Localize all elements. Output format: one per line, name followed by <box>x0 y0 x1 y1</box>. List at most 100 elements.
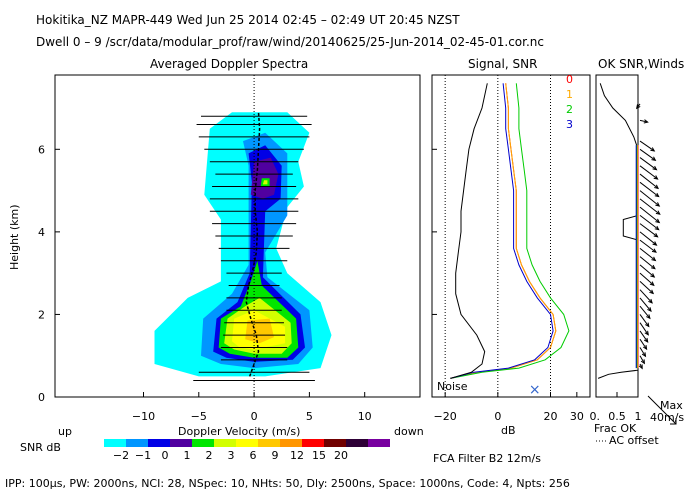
colorbar-tick-2: 0 <box>162 449 169 462</box>
ac-offset-legend: AC offset <box>609 434 659 447</box>
snr-tick-label-3: 30 <box>570 410 584 423</box>
filter-label: FCA Filter B2 12m/s <box>433 452 541 465</box>
wind-arrowhead-19 <box>655 218 661 224</box>
wind-arrow-21 <box>639 190 660 207</box>
snr-series-3 <box>450 83 554 379</box>
wind-arrowhead-20 <box>655 210 661 215</box>
colorbar-swatch-12 <box>368 439 390 447</box>
colorbar-swatch-6 <box>236 439 258 447</box>
snr-series-signal <box>450 83 488 379</box>
wind-arrowhead-14 <box>651 256 657 262</box>
frac-ok-legend: Frac OK <box>594 422 637 435</box>
colorbar-label: SNR dB <box>20 441 61 454</box>
snr-series-1 <box>450 83 557 379</box>
wind-arrowhead-8 <box>647 307 652 313</box>
wind-arrow-3 <box>639 338 648 350</box>
header-dwell-path: Dwell 0 – 9 /scr/data/modular_prof/raw/w… <box>36 35 544 49</box>
x-tick-label--5: −5 <box>191 410 207 423</box>
wind-arrow-22 <box>639 181 660 198</box>
colorbar-tick-9: 15 <box>312 449 326 462</box>
wind-arrow-24 <box>639 165 658 180</box>
x-tick-label--10: −10 <box>132 410 155 423</box>
wind-arrow-4 <box>639 330 649 343</box>
velocity-axis-label: Doppler Velocity (m/s) <box>178 425 301 438</box>
wind-arrowhead-22 <box>654 192 660 198</box>
wind-arrowhead-13 <box>650 264 656 270</box>
frac-ok-line <box>597 83 639 379</box>
noise-label: Noise <box>437 380 468 393</box>
wind-arrow-8 <box>639 297 652 312</box>
frac-tick-label-0: 0.5 <box>608 410 626 423</box>
colorbar-swatch-7 <box>258 439 280 447</box>
snr-series-0 <box>450 83 557 379</box>
wind-arrowhead-3 <box>642 345 648 351</box>
wind-arrow-1 <box>639 355 645 364</box>
snr-colorbar: −2 −1 0 1 2 3 6 9 12 15 20 <box>104 439 390 462</box>
header-station-time: Hokitika_NZ MAPR-449 Wed Jun 25 2014 02:… <box>36 13 460 27</box>
snr-tick-label-2: 20 <box>544 410 558 423</box>
wind-arrowhead-10 <box>649 289 655 295</box>
down-label: down <box>394 425 424 438</box>
colorbar-swatch-1 <box>126 439 148 447</box>
wind-arrowhead-9 <box>648 298 653 304</box>
colorbar-swatch-9 <box>302 439 324 447</box>
colorbar-tick-10: 20 <box>334 449 348 462</box>
wind-arrowhead-23 <box>654 184 659 190</box>
wind-arrowhead-1 <box>640 359 645 365</box>
wind-scale-value: 40m/s <box>650 411 685 424</box>
wind-arrow-18 <box>639 214 660 231</box>
colorbar-swatch-5 <box>214 439 236 447</box>
wind-arrow-16 <box>639 231 657 246</box>
colorbar-swatch-4 <box>192 439 214 447</box>
wind-arrow-19 <box>639 206 660 223</box>
wind-arrow-26 <box>639 148 656 161</box>
wind-arrowhead-4 <box>643 337 649 343</box>
colorbar-tick-3: 1 <box>184 449 191 462</box>
snr-title: Signal, SNR <box>468 57 538 71</box>
wind-arrowhead-11 <box>649 281 655 287</box>
wind-arrowhead-29 <box>635 104 641 110</box>
wind-arrow-10 <box>639 281 654 294</box>
colorbar-tick-6: 6 <box>250 449 257 462</box>
wind-arrow-5 <box>639 322 649 336</box>
y-tick-label-2: 2 <box>38 308 45 321</box>
snr-contour-9 <box>262 180 268 185</box>
colorbar-tick-7: 9 <box>272 449 279 462</box>
winds-frame <box>595 74 639 398</box>
wind-arrowhead-28 <box>643 119 649 124</box>
legend-channel-3: 3 <box>566 118 573 131</box>
wind-arrow-6 <box>639 314 650 327</box>
wind-arrow-2 <box>639 347 646 357</box>
wind-arrow-23 <box>639 173 659 189</box>
db-axis-label: dB <box>501 424 516 437</box>
up-label: up <box>58 425 72 438</box>
spectra-frame <box>54 74 421 398</box>
wind-arrowhead-26 <box>651 156 657 161</box>
snr-tick-label-0: −20 <box>434 410 457 423</box>
x-tick-label-10: 10 <box>358 410 372 423</box>
wind-arrowhead-5 <box>644 330 649 336</box>
wind-arrow-9 <box>639 289 653 304</box>
snr-frame <box>431 74 591 398</box>
wind-arrowhead-18 <box>654 225 660 231</box>
snr-panel: −20 0 20 30× <box>431 74 591 423</box>
y-tick-label-6: 6 <box>38 143 45 156</box>
legend-channel-2: 2 <box>566 103 573 116</box>
snr-tick-label-1: 0 <box>494 410 501 423</box>
frac-tick-label-1: 1 <box>635 410 642 423</box>
colorbar-swatch-11 <box>346 439 368 447</box>
colorbar-tick-4: 2 <box>206 449 213 462</box>
doppler-spectra-panel: −10 −5 0 5 10 0 2 4 6 <box>38 74 421 423</box>
colorbar-swatch-8 <box>280 439 302 447</box>
wind-arrowhead-16 <box>652 241 658 246</box>
wind-arrow-13 <box>639 256 656 270</box>
colorbar-tick-5: 3 <box>228 449 235 462</box>
wind-arrowhead-2 <box>641 352 647 358</box>
wind-scale-max: Max <box>660 399 683 412</box>
footer-parameters: IPP: 100µs, PW: 2000ns, NCI: 28, NSpec: … <box>5 477 570 490</box>
y-tick-label-0: 0 <box>38 391 45 404</box>
height-axis-label: Height (km) <box>8 204 21 270</box>
frac-tick-label-low: 0. <box>590 410 601 423</box>
legend-channel-1: 1 <box>566 88 573 101</box>
